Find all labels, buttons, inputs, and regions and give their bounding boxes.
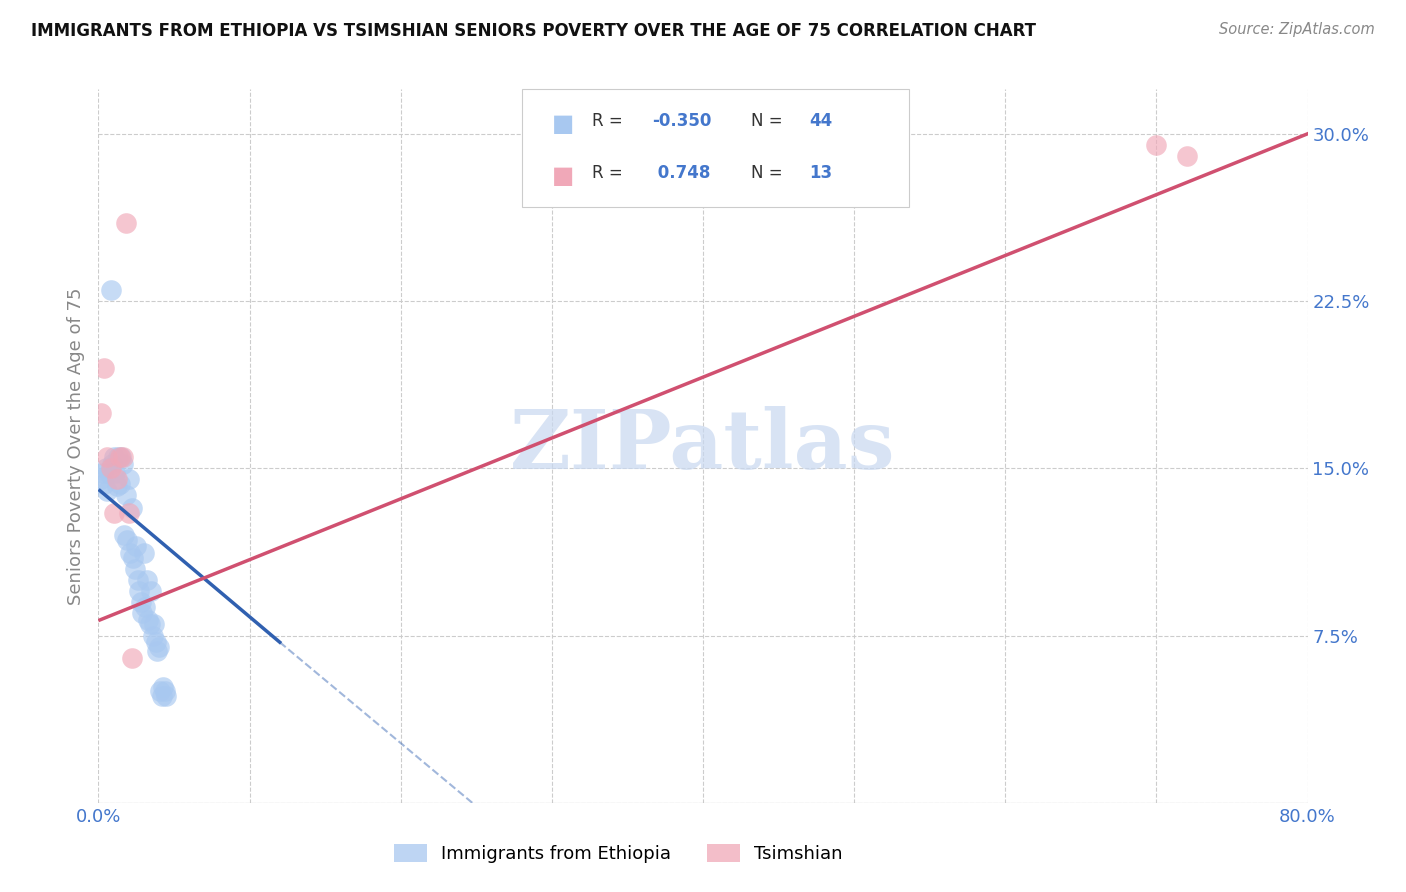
Point bbox=[155, 689, 177, 703]
Point bbox=[108, 450, 131, 464]
Point bbox=[111, 457, 134, 471]
Point bbox=[1144, 137, 1167, 152]
Point bbox=[91, 466, 114, 480]
Text: ■: ■ bbox=[551, 164, 574, 188]
Point bbox=[136, 613, 159, 627]
Text: R =: R = bbox=[592, 112, 627, 130]
Text: IMMIGRANTS FROM ETHIOPIA VS TSIMSHIAN SENIORS POVERTY OVER THE AGE OF 75 CORRELA: IMMIGRANTS FROM ETHIOPIA VS TSIMSHIAN SE… bbox=[31, 22, 1036, 40]
Point bbox=[131, 607, 153, 621]
FancyBboxPatch shape bbox=[522, 89, 908, 207]
Point bbox=[114, 216, 136, 230]
Point bbox=[104, 466, 127, 480]
Point bbox=[141, 583, 163, 598]
Point bbox=[143, 617, 166, 632]
Point bbox=[127, 573, 149, 587]
Point bbox=[128, 583, 150, 598]
Text: ■: ■ bbox=[551, 112, 574, 136]
Point bbox=[146, 644, 169, 658]
Point bbox=[153, 684, 176, 698]
Point bbox=[121, 651, 143, 665]
Point bbox=[125, 539, 148, 553]
Point bbox=[1175, 149, 1198, 163]
Point bbox=[129, 595, 152, 609]
Point bbox=[132, 546, 155, 560]
Point bbox=[118, 506, 141, 520]
Point bbox=[114, 488, 136, 502]
Point bbox=[101, 457, 124, 471]
Text: R =: R = bbox=[592, 164, 627, 182]
Point bbox=[93, 360, 115, 375]
Point bbox=[93, 476, 115, 491]
Point bbox=[94, 461, 117, 475]
Point bbox=[103, 506, 125, 520]
Text: Source: ZipAtlas.com: Source: ZipAtlas.com bbox=[1219, 22, 1375, 37]
Point bbox=[145, 635, 167, 649]
Point bbox=[150, 689, 173, 703]
Point bbox=[142, 628, 165, 642]
Point bbox=[134, 599, 156, 614]
Text: ZIPatlas: ZIPatlas bbox=[510, 406, 896, 486]
Point bbox=[103, 450, 125, 464]
Point bbox=[148, 640, 170, 654]
Point bbox=[105, 479, 128, 493]
Point bbox=[111, 450, 134, 464]
Point bbox=[90, 405, 112, 419]
Point bbox=[124, 562, 146, 576]
Point bbox=[118, 473, 141, 487]
Point bbox=[122, 550, 145, 565]
Point bbox=[152, 680, 174, 694]
Text: N =: N = bbox=[751, 112, 789, 130]
Point bbox=[108, 476, 131, 491]
Text: 0.748: 0.748 bbox=[652, 164, 710, 182]
Point bbox=[90, 473, 112, 487]
Point bbox=[107, 450, 129, 464]
Point bbox=[115, 533, 138, 547]
Point bbox=[98, 466, 121, 480]
Point bbox=[110, 450, 132, 464]
Point bbox=[139, 617, 162, 632]
Text: 44: 44 bbox=[810, 112, 832, 130]
Text: -0.350: -0.350 bbox=[652, 112, 711, 130]
Point bbox=[100, 461, 122, 475]
Legend: Immigrants from Ethiopia, Tsimshian: Immigrants from Ethiopia, Tsimshian bbox=[385, 836, 852, 872]
Point bbox=[100, 283, 122, 297]
Point bbox=[120, 546, 142, 560]
Y-axis label: Seniors Poverty Over the Age of 75: Seniors Poverty Over the Age of 75 bbox=[66, 287, 84, 605]
Point bbox=[96, 450, 118, 464]
Point bbox=[105, 473, 128, 487]
Point bbox=[96, 483, 118, 498]
Point bbox=[135, 573, 157, 587]
Point bbox=[149, 684, 172, 698]
Text: 13: 13 bbox=[810, 164, 832, 182]
Point bbox=[112, 528, 135, 542]
Point bbox=[121, 501, 143, 516]
Text: N =: N = bbox=[751, 164, 789, 182]
